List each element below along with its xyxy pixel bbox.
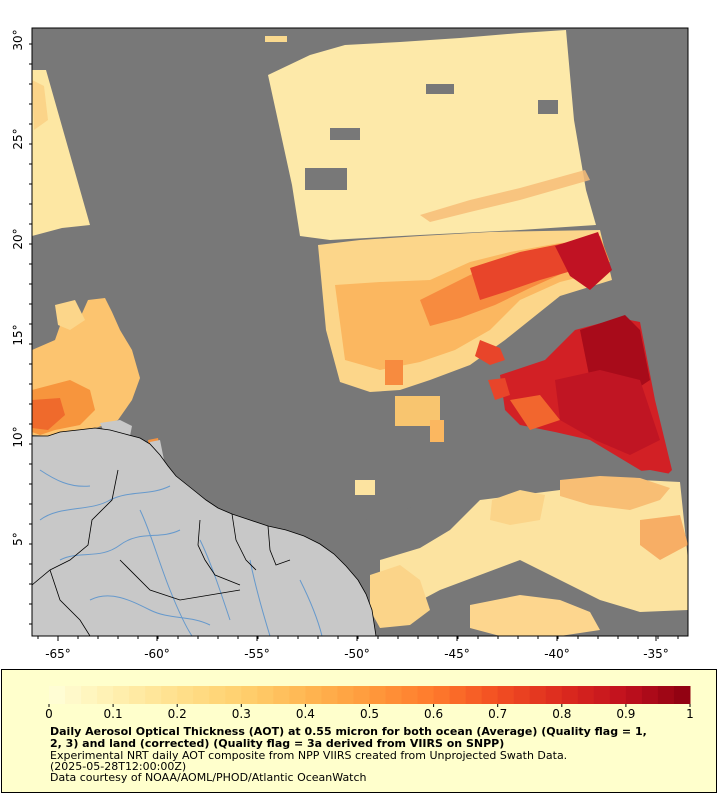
colorbar-tick-label: 0.7 <box>488 707 507 721</box>
colorbar-cell <box>641 686 659 704</box>
lat-tick-label: 15° <box>11 324 25 345</box>
aot-map: -65° -60° -55° -50° -45° -40° -35° 5° 10… <box>11 27 689 661</box>
colorbar-cell <box>385 686 403 704</box>
colorbar-cell <box>657 686 675 704</box>
colorbar-cell <box>65 686 82 704</box>
lon-tick-label: -50° <box>344 647 370 661</box>
colorbar-cell <box>433 686 451 704</box>
colorbar-tick-label: 0.6 <box>424 707 443 721</box>
lon-tick-label: -35° <box>643 647 669 661</box>
colorbar-tick-label: 0.8 <box>552 707 571 721</box>
colorbar-cell <box>625 686 643 704</box>
colorbar-cell <box>241 686 258 704</box>
colorbar-tick-label: 0 <box>45 707 53 721</box>
caption-description: Experimental NRT daily AOT composite fro… <box>50 749 568 762</box>
colorbar-cell <box>593 686 611 704</box>
colorbar-tick-label: 0.2 <box>168 707 187 721</box>
colorbar-cell <box>209 686 226 704</box>
colorbar-tick-label: 0.4 <box>296 707 315 721</box>
lat-tick-label: 10° <box>11 426 25 447</box>
colorbar-cell <box>529 686 547 704</box>
colorbar-tick-label: 1 <box>686 707 694 721</box>
colorbar-cell <box>273 686 290 704</box>
colorbar-cell <box>337 686 354 704</box>
colorbar-cell <box>545 686 563 704</box>
lat-tick-labels: 5° 10° 15° 20° 25° 30° <box>11 29 25 545</box>
colorbar-cell <box>97 686 114 704</box>
colorbar-cell <box>513 686 531 704</box>
colorbar-cell <box>609 686 627 704</box>
colorbar-cell <box>673 686 691 704</box>
caption-title-line2: 2, 3) and land (corrected) (Quality flag… <box>50 737 505 750</box>
colorbar-cell <box>321 686 338 704</box>
lat-tick-label: 25° <box>11 128 25 149</box>
colorbar-cell <box>353 686 370 704</box>
colorbar-cell <box>417 686 435 704</box>
colorbar-cell <box>145 686 162 704</box>
lon-tick-label: -40° <box>544 647 570 661</box>
colorbar-cell <box>129 686 146 704</box>
colorbar-cells <box>49 686 691 704</box>
colorbar-cell <box>481 686 499 704</box>
colorbar-cell <box>465 686 483 704</box>
colorbar-cell <box>49 686 66 704</box>
caption-title-line1: Daily Aerosol Optical Thickness (AOT) at… <box>50 725 647 738</box>
colorbar-tick-label: 0.9 <box>616 707 635 721</box>
colorbar-cell <box>449 686 467 704</box>
colorbar-cell <box>497 686 515 704</box>
colorbar-tick-label: 0.1 <box>104 707 123 721</box>
lon-tick-label: -45° <box>444 647 470 661</box>
colorbar-cell <box>225 686 242 704</box>
colorbar-cell <box>401 686 419 704</box>
colorbar-cell <box>193 686 210 704</box>
lon-tick-labels: -65° -60° -55° -50° -45° -40° -35° <box>45 647 669 661</box>
lon-tick-label: -60° <box>144 647 170 661</box>
colorbar-cell <box>177 686 194 704</box>
colorbar-cell <box>289 686 306 704</box>
colorbar-cell <box>369 686 387 704</box>
lat-tick-label: 30° <box>11 29 25 50</box>
pixel-texture <box>32 28 688 636</box>
lat-tick-label: 5° <box>11 532 25 546</box>
colorbar-cell <box>81 686 98 704</box>
colorbar-cell <box>561 686 579 704</box>
axis-ticks <box>29 43 679 641</box>
colorbar-cell <box>161 686 178 704</box>
legend-panel: 0 0.1 0.2 0.3 0.4 0.5 0.6 0.7 0.8 0.9 1 Daily Aero… <box>1 669 717 793</box>
colorbar-cell <box>577 686 595 704</box>
lon-tick-label: -65° <box>45 647 71 661</box>
lat-tick-label: 20° <box>11 228 25 249</box>
map-frame <box>31 27 689 637</box>
colorbar-cell <box>113 686 130 704</box>
caption-date: (2025-05-28T12:00:00Z) <box>50 760 187 773</box>
colorbar-cell <box>257 686 274 704</box>
colorbar-cell <box>305 686 322 704</box>
colorbar: 0 0.1 0.2 0.3 0.4 0.5 0.6 0.7 0.8 0.9 1 <box>45 686 694 721</box>
colorbar-tick-label: 0.5 <box>360 707 379 721</box>
colorbar-tick-label: 0.3 <box>232 707 251 721</box>
caption-credit: Data courtesy of NOAA/AOML/PHOD/Atlantic… <box>50 771 367 784</box>
lon-tick-label: -55° <box>244 647 270 661</box>
colorbar-labels: 0 0.1 0.2 0.3 0.4 0.5 0.6 0.7 0.8 0.9 1 <box>45 704 694 721</box>
map-plot-area <box>32 28 688 636</box>
